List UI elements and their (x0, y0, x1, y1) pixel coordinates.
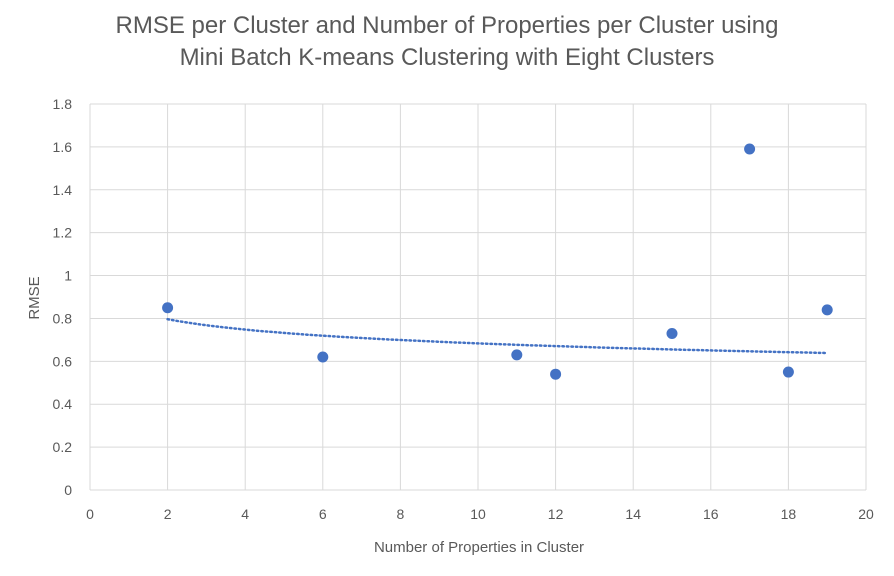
y-axis-label: RMSE (26, 276, 43, 319)
y-tick-label: 1.4 (53, 182, 73, 198)
y-tick-label: 0.6 (53, 353, 73, 369)
y-tick-label: 1.6 (53, 139, 73, 155)
chart-title-line-1: RMSE per Cluster and Number of Propertie… (115, 12, 779, 39)
x-tick-label: 6 (319, 506, 327, 522)
y-tick-label: 0.2 (53, 439, 73, 455)
data-point (666, 327, 678, 339)
data-point (317, 351, 329, 363)
x-tick-label: 20 (858, 506, 874, 522)
y-tick-label: 0 (64, 482, 72, 498)
y-tick-label: 0.8 (53, 310, 73, 326)
trendline (166, 317, 829, 355)
x-axis-label: Number of Properties in Cluster (374, 539, 584, 556)
x-tick-label: 12 (548, 506, 564, 522)
x-tick-label: 0 (86, 506, 94, 522)
chart-title: RMSE per Cluster and Number of Propertie… (0, 10, 894, 74)
x-tick-label: 10 (470, 506, 486, 522)
y-tick-label: 1 (64, 268, 72, 284)
data-points (162, 143, 833, 380)
data-point (744, 143, 756, 155)
x-tick-label: 16 (703, 506, 719, 522)
y-tick-label: 1.8 (53, 96, 73, 112)
y-tick-label: 1.2 (53, 225, 73, 241)
trendline-path (166, 317, 829, 355)
data-point (162, 302, 174, 314)
data-point (511, 349, 523, 361)
x-axis-ticks: 0 2 4 6 8 10 12 14 16 18 20 (86, 506, 874, 522)
data-point (821, 304, 833, 316)
data-point (782, 366, 794, 378)
x-tick-label: 8 (397, 506, 405, 522)
gridlines (89, 103, 867, 491)
chart-title-line-2: Mini Batch K-means Clustering with Eight… (179, 44, 715, 71)
x-tick-label: 14 (625, 506, 641, 522)
y-tick-label: 0.4 (53, 396, 73, 412)
x-tick-label: 4 (241, 506, 249, 522)
x-tick-label: 18 (781, 506, 797, 522)
y-axis-ticks: 0 0.2 0.4 0.6 0.8 1 1.2 1.4 1.6 1.8 (53, 96, 73, 498)
x-tick-label: 2 (164, 506, 172, 522)
data-point (550, 368, 562, 380)
